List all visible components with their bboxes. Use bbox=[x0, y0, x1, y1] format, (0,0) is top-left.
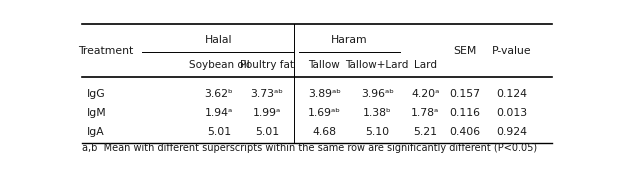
Text: Lard: Lard bbox=[413, 60, 436, 70]
Text: IgG: IgG bbox=[87, 89, 106, 99]
Text: 0.406: 0.406 bbox=[449, 127, 480, 137]
Text: 3.89ᵃᵇ: 3.89ᵃᵇ bbox=[308, 89, 341, 99]
Text: IgM: IgM bbox=[87, 108, 106, 118]
Text: 0.124: 0.124 bbox=[496, 89, 527, 99]
Text: Tallow: Tallow bbox=[308, 60, 340, 70]
Text: 4.20ᵃ: 4.20ᵃ bbox=[411, 89, 439, 99]
Text: a,b  Mean with different superscripts within the same row are significantly diff: a,b Mean with different superscripts wit… bbox=[82, 143, 537, 153]
Text: Soybean oil: Soybean oil bbox=[189, 60, 249, 70]
Text: 1.94ᵃ: 1.94ᵃ bbox=[205, 108, 233, 118]
Text: P-value: P-value bbox=[491, 46, 531, 56]
Text: 5.21: 5.21 bbox=[413, 127, 437, 137]
Text: 4.68: 4.68 bbox=[313, 127, 337, 137]
Text: 1.78ᵃ: 1.78ᵃ bbox=[411, 108, 439, 118]
Text: 5.01: 5.01 bbox=[255, 127, 279, 137]
Text: Treatment: Treatment bbox=[79, 46, 134, 56]
Text: 0.116: 0.116 bbox=[449, 108, 480, 118]
Text: 3.96ᵃᵇ: 3.96ᵃᵇ bbox=[361, 89, 394, 99]
Text: 0.157: 0.157 bbox=[449, 89, 480, 99]
Text: 1.69ᵃᵇ: 1.69ᵃᵇ bbox=[308, 108, 341, 118]
Text: SEM: SEM bbox=[453, 46, 477, 56]
Text: 5.10: 5.10 bbox=[365, 127, 389, 137]
Text: Halal: Halal bbox=[204, 35, 232, 45]
Text: 3.62ᵇ: 3.62ᵇ bbox=[205, 89, 233, 99]
Text: Tallow+Lard: Tallow+Lard bbox=[345, 60, 409, 70]
Text: 1.99ᵃ: 1.99ᵃ bbox=[253, 108, 281, 118]
Text: Poultry fat: Poultry fat bbox=[240, 60, 294, 70]
Text: 3.73ᵃᵇ: 3.73ᵃᵇ bbox=[251, 89, 284, 99]
Text: Haram: Haram bbox=[331, 35, 368, 45]
Text: 5.01: 5.01 bbox=[207, 127, 231, 137]
Text: 0.013: 0.013 bbox=[496, 108, 527, 118]
Text: 1.38ᵇ: 1.38ᵇ bbox=[363, 108, 391, 118]
Text: IgA: IgA bbox=[87, 127, 105, 137]
Text: 0.924: 0.924 bbox=[496, 127, 527, 137]
